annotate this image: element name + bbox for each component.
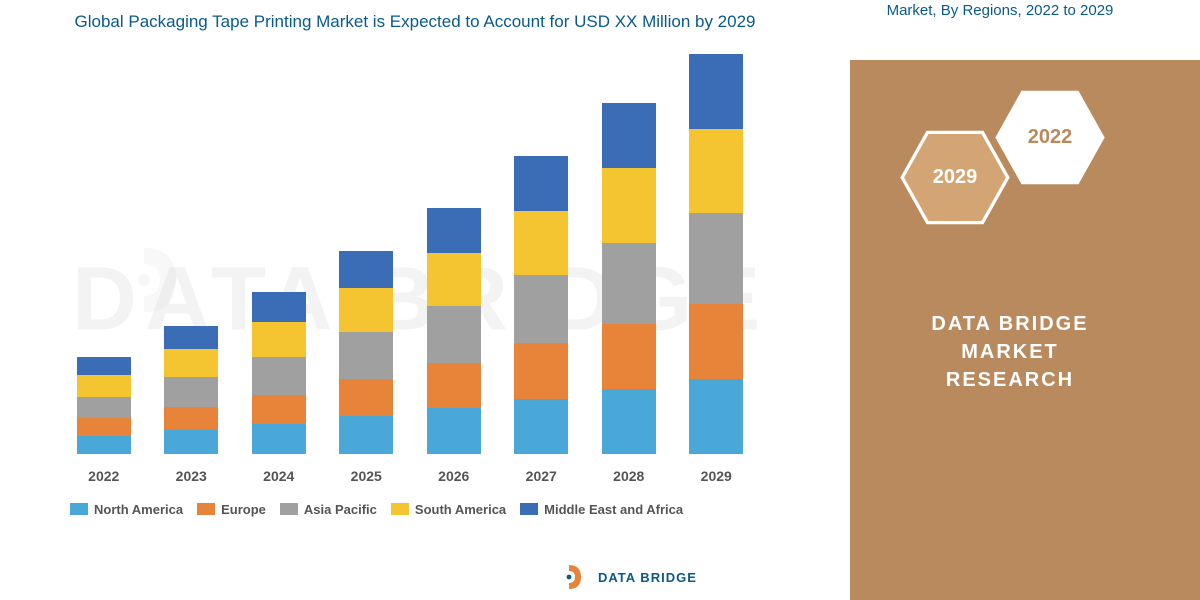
legend-swatch: [70, 503, 88, 515]
bar-stack: [602, 103, 656, 454]
bar-group: [249, 292, 309, 454]
x-axis-label: 2029: [686, 468, 746, 484]
bar-stack: [689, 54, 743, 454]
bar-segment: [339, 379, 393, 416]
x-axis-label: 2028: [599, 468, 659, 484]
bar-segment: [602, 103, 656, 168]
footer-logo: DATA BRIDGE: [560, 562, 697, 592]
legend-swatch: [280, 503, 298, 515]
bar-segment: [689, 129, 743, 214]
bar-segment: [252, 292, 306, 322]
x-axis-labels: 2022 2023 2024 2025 2026 2027 2028 2029: [60, 468, 760, 484]
x-axis-label: 2026: [424, 468, 484, 484]
bar-segment: [602, 168, 656, 243]
legend-item: Europe: [197, 502, 266, 517]
bar-segment: [164, 407, 218, 431]
chart-area: 2022 2023 2024 2025 2026 2027 2028 2029: [60, 54, 760, 484]
bar-group: [424, 208, 484, 454]
brand-text: DATA BRIDGE MARKET RESEARCH: [880, 310, 1140, 394]
bar-segment: [252, 357, 306, 394]
bar-stack: [164, 326, 218, 454]
bar-segment: [77, 375, 131, 397]
chart-panel: Global Packaging Tape Printing Market is…: [0, 0, 800, 600]
x-axis-label: 2022: [74, 468, 134, 484]
x-axis-label: 2023: [161, 468, 221, 484]
legend-swatch: [197, 503, 215, 515]
bar-segment: [427, 363, 481, 408]
bar-segment: [427, 306, 481, 363]
bar-segment: [77, 357, 131, 375]
bar-segment: [514, 343, 568, 398]
bar-segment: [689, 379, 743, 454]
bars-container: [60, 54, 760, 454]
bar-segment: [252, 322, 306, 357]
right-panel-title: Market, By Regions, 2022 to 2029: [820, 0, 1180, 21]
bar-segment: [689, 304, 743, 379]
bar-stack: [252, 292, 306, 454]
bar-segment: [602, 243, 656, 324]
x-axis-label: 2025: [336, 468, 396, 484]
bar-segment: [77, 418, 131, 436]
bar-segment: [427, 408, 481, 453]
bar-stack: [427, 208, 481, 454]
bar-segment: [164, 349, 218, 377]
hexagon-graphic: 2029 2022: [880, 80, 1140, 260]
bar-segment: [689, 213, 743, 304]
bar-segment: [77, 436, 131, 454]
legend-item: Middle East and Africa: [520, 502, 683, 517]
legend-label: Asia Pacific: [304, 502, 377, 517]
hex-2029-label: 2029: [933, 166, 978, 189]
bar-segment: [602, 324, 656, 389]
hexagon-2029: 2029: [900, 130, 1010, 225]
bar-segment: [514, 211, 568, 274]
legend-label: North America: [94, 502, 183, 517]
bar-group: [161, 326, 221, 454]
bar-group: [74, 357, 134, 454]
hex-2022-label: 2022: [1028, 126, 1073, 149]
bar-segment: [339, 332, 393, 379]
bar-segment: [164, 377, 218, 407]
bar-stack: [77, 357, 131, 454]
bar-segment: [514, 275, 568, 344]
bar-segment: [164, 326, 218, 350]
right-panel: Market, By Regions, 2022 to 2029 2029 20…: [800, 0, 1200, 600]
bar-group: [599, 103, 659, 454]
brand-line1: DATA BRIDGE MARKET: [880, 310, 1140, 366]
legend-item: South America: [391, 502, 506, 517]
bar-segment: [602, 389, 656, 454]
bar-stack: [339, 251, 393, 454]
bar-segment: [427, 253, 481, 306]
x-axis-label: 2024: [249, 468, 309, 484]
chart-legend: North America Europe Asia Pacific South Ame…: [60, 502, 770, 517]
bar-segment: [77, 397, 131, 419]
legend-item: Asia Pacific: [280, 502, 377, 517]
chart-title: Global Packaging Tape Printing Market is…: [60, 10, 770, 34]
bar-group: [686, 54, 746, 454]
legend-swatch: [391, 503, 409, 515]
legend-item: North America: [70, 502, 183, 517]
footer-logo-icon: [560, 562, 590, 592]
bar-segment: [514, 399, 568, 454]
bar-segment: [514, 156, 568, 211]
bar-segment: [339, 251, 393, 288]
bar-segment: [339, 288, 393, 331]
bar-segment: [164, 430, 218, 454]
bar-segment: [427, 208, 481, 253]
bar-segment: [252, 424, 306, 454]
bar-segment: [689, 54, 743, 129]
bar-group: [511, 156, 571, 454]
bar-segment: [339, 416, 393, 453]
bar-segment: [252, 395, 306, 425]
bar-stack: [514, 156, 568, 454]
legend-swatch: [520, 503, 538, 515]
legend-label: Middle East and Africa: [544, 502, 683, 517]
x-axis-label: 2027: [511, 468, 571, 484]
footer-logo-text: DATA BRIDGE: [598, 570, 697, 585]
legend-label: South America: [415, 502, 506, 517]
hexagon-2022: 2022: [995, 90, 1105, 185]
bar-group: [336, 251, 396, 454]
legend-label: Europe: [221, 502, 266, 517]
brand-line2: RESEARCH: [880, 366, 1140, 394]
